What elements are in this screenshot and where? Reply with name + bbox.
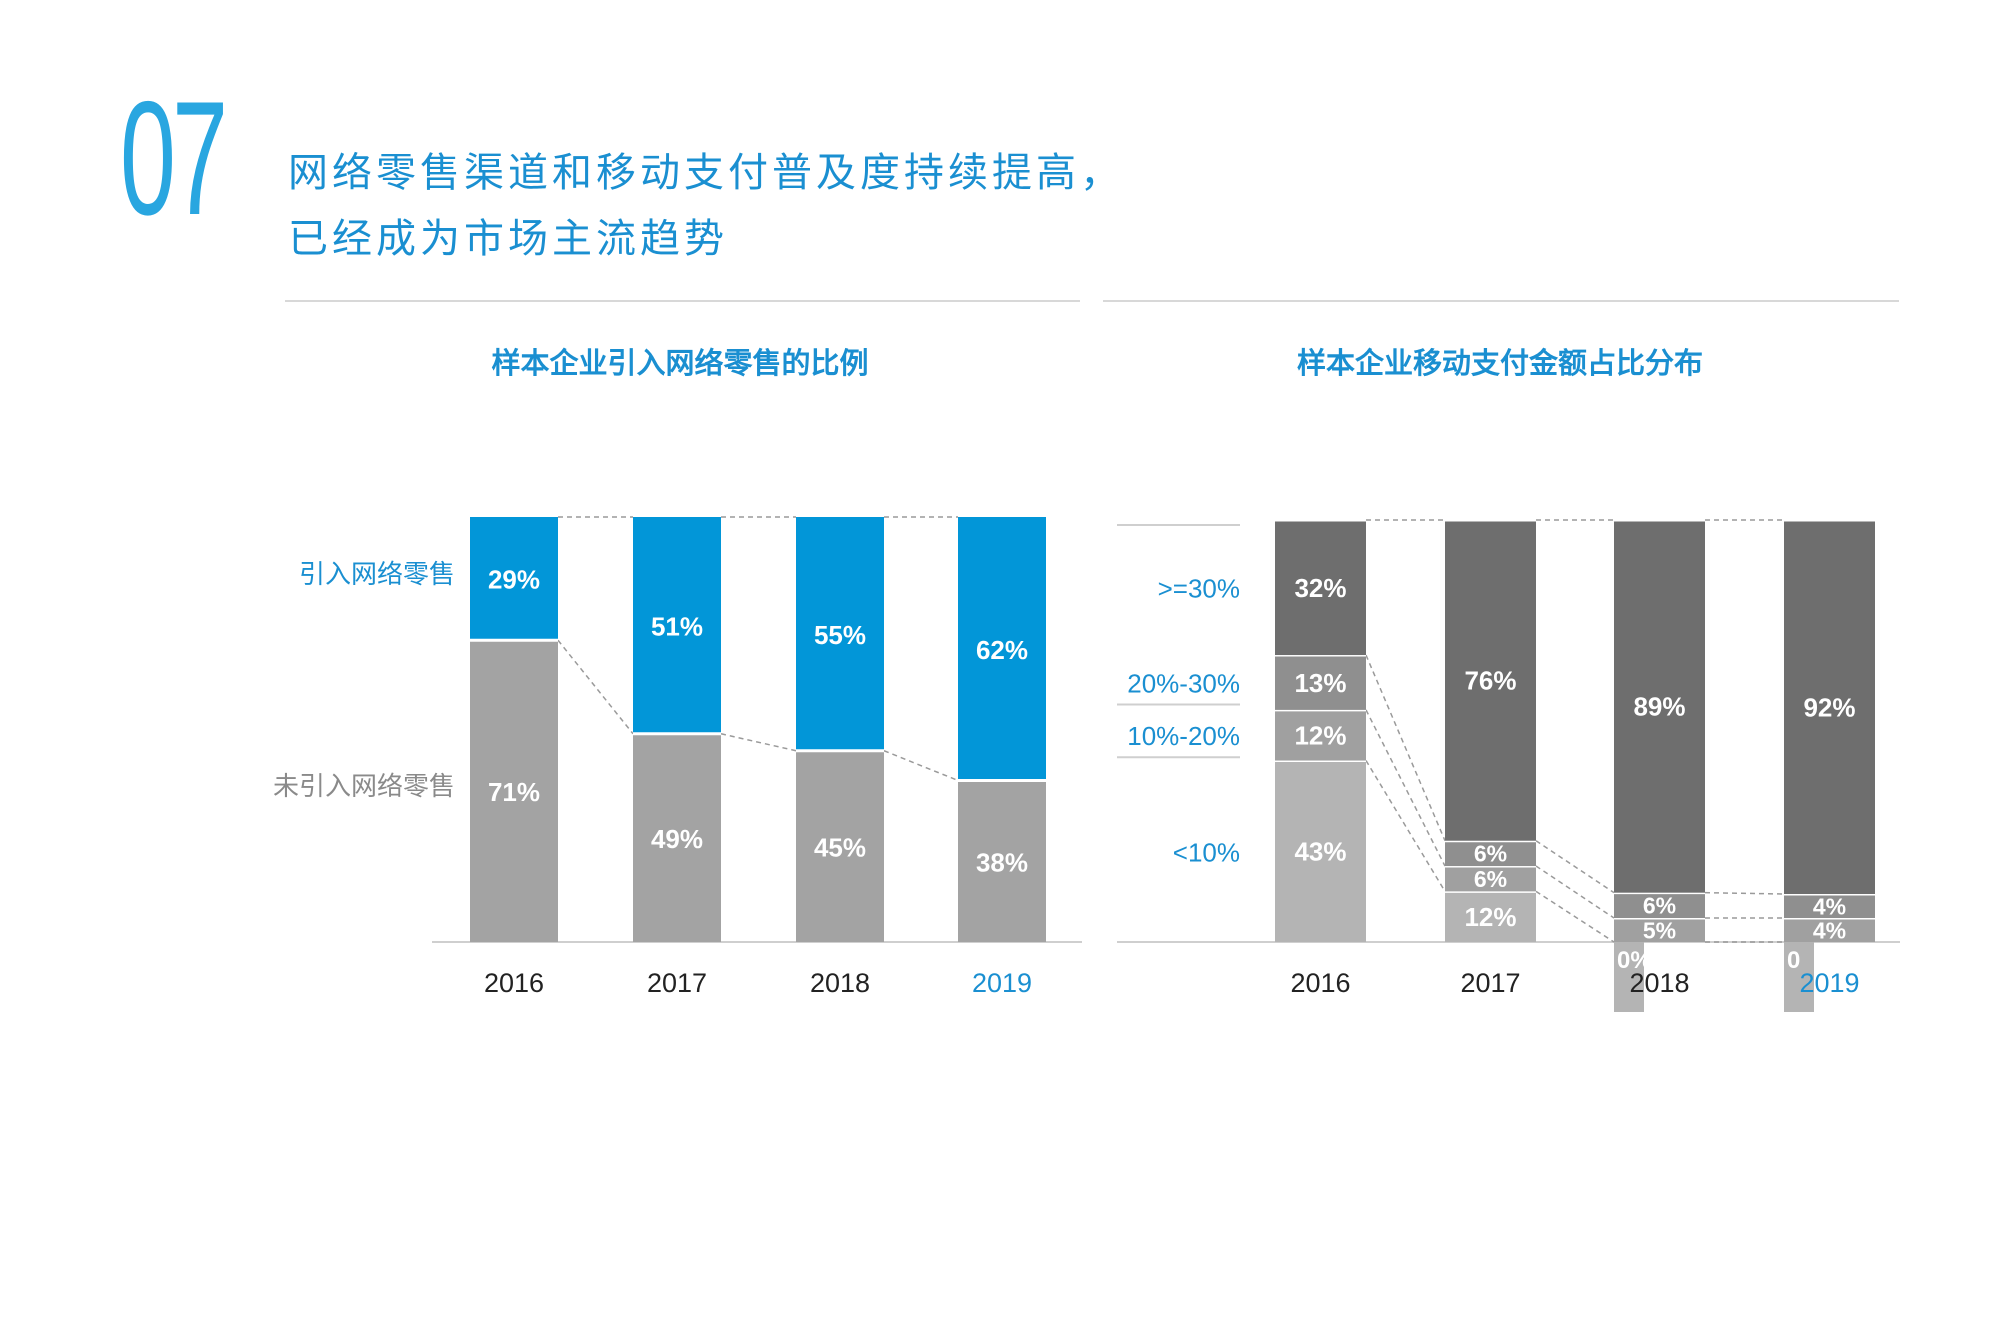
data-label: 12% <box>1294 721 1346 751</box>
data-label: 62% <box>976 635 1028 665</box>
data-label: 5% <box>1643 917 1676 943</box>
bar-segment <box>1445 891 1536 942</box>
headline-line-1: 网络零售渠道和移动支付普及度持续提高， <box>288 150 1124 196</box>
bar-segment <box>1275 655 1366 710</box>
bar-online <box>958 517 1046 781</box>
data-label: 0 <box>1787 947 1800 974</box>
data-label: 0% <box>1617 947 1652 974</box>
data-label: 92% <box>1803 692 1855 722</box>
bar-segment <box>1445 840 1536 867</box>
bar-online <box>633 517 721 734</box>
connector-line <box>1365 709 1446 867</box>
bar-online <box>470 517 558 641</box>
connector-line <box>1365 760 1446 892</box>
connector-line <box>720 733 797 752</box>
bar-online <box>796 517 884 751</box>
connector-line <box>1365 654 1446 842</box>
headline-line-2: 已经成为市场主流趋势 <box>288 216 728 262</box>
data-label: 89% <box>1633 692 1685 722</box>
legend-label: 20%-30% <box>1127 668 1240 698</box>
connector-line <box>1704 891 1785 895</box>
zero-segment-stub <box>1614 942 1644 1012</box>
data-label: 43% <box>1294 837 1346 867</box>
bar-not-online <box>958 780 1046 942</box>
connector-line <box>1535 840 1615 894</box>
data-label: 4% <box>1813 893 1846 919</box>
bar-segment <box>1275 760 1366 942</box>
bar-not-online <box>633 733 721 942</box>
data-label: 32% <box>1294 573 1346 603</box>
data-label: 76% <box>1464 666 1516 696</box>
chart-title-online-retail: 样本企业引入网络零售的比例 <box>491 346 869 380</box>
bar-segment <box>1275 709 1366 761</box>
divider-left <box>285 300 1080 302</box>
bar-segment <box>1784 520 1875 894</box>
bar-not-online <box>470 640 558 942</box>
data-label: 45% <box>814 832 866 862</box>
tick-label: 2017 <box>647 968 707 998</box>
connector-line <box>557 639 634 735</box>
legend-label: >=30% <box>1158 574 1240 604</box>
data-label: 51% <box>651 611 703 641</box>
data-label: 38% <box>976 847 1028 877</box>
tick-label: 2019 <box>972 968 1032 998</box>
bar-segment <box>1445 866 1536 892</box>
data-label: 49% <box>651 824 703 854</box>
zero-segment-stub <box>1784 942 1814 1012</box>
tick-label: 2017 <box>1460 968 1520 998</box>
tick-label: 2018 <box>810 968 870 998</box>
legend-label: <10% <box>1173 837 1240 867</box>
tick-label: 2018 <box>1629 968 1689 998</box>
bar-segment <box>1614 918 1705 942</box>
data-label: 71% <box>488 777 540 807</box>
data-label: 29% <box>488 565 540 595</box>
bar-segment <box>1614 520 1705 893</box>
data-label: 13% <box>1294 668 1346 698</box>
connector-line <box>883 750 959 782</box>
data-label: 6% <box>1474 841 1507 867</box>
series-label-not-online: 未引入网络零售 <box>273 771 455 801</box>
data-label: 4% <box>1813 917 1846 943</box>
series-label-online: 引入网络零售 <box>299 559 455 589</box>
data-label: 12% <box>1464 902 1516 932</box>
data-label: 6% <box>1474 866 1507 892</box>
chart-title-mobile-payment: 样本企业移动支付金额占比分布 <box>1296 346 1703 380</box>
section-number: 07 <box>120 68 228 249</box>
bar-not-online <box>796 750 884 942</box>
bar-segment <box>1614 892 1705 918</box>
tick-label: 2019 <box>1799 968 1859 998</box>
data-label: 6% <box>1643 893 1676 919</box>
tick-label: 2016 <box>1290 968 1350 998</box>
bar-segment <box>1445 520 1536 841</box>
bar-segment <box>1784 894 1875 918</box>
bar-segment <box>1275 520 1366 656</box>
legend-label: 10%-20% <box>1127 721 1240 751</box>
bar-segment <box>1784 918 1875 942</box>
connector-line <box>1535 890 1615 943</box>
connector-line <box>1535 865 1615 919</box>
tick-label: 2016 <box>484 968 544 998</box>
data-label: 55% <box>814 620 866 650</box>
divider-right <box>1103 300 1899 302</box>
